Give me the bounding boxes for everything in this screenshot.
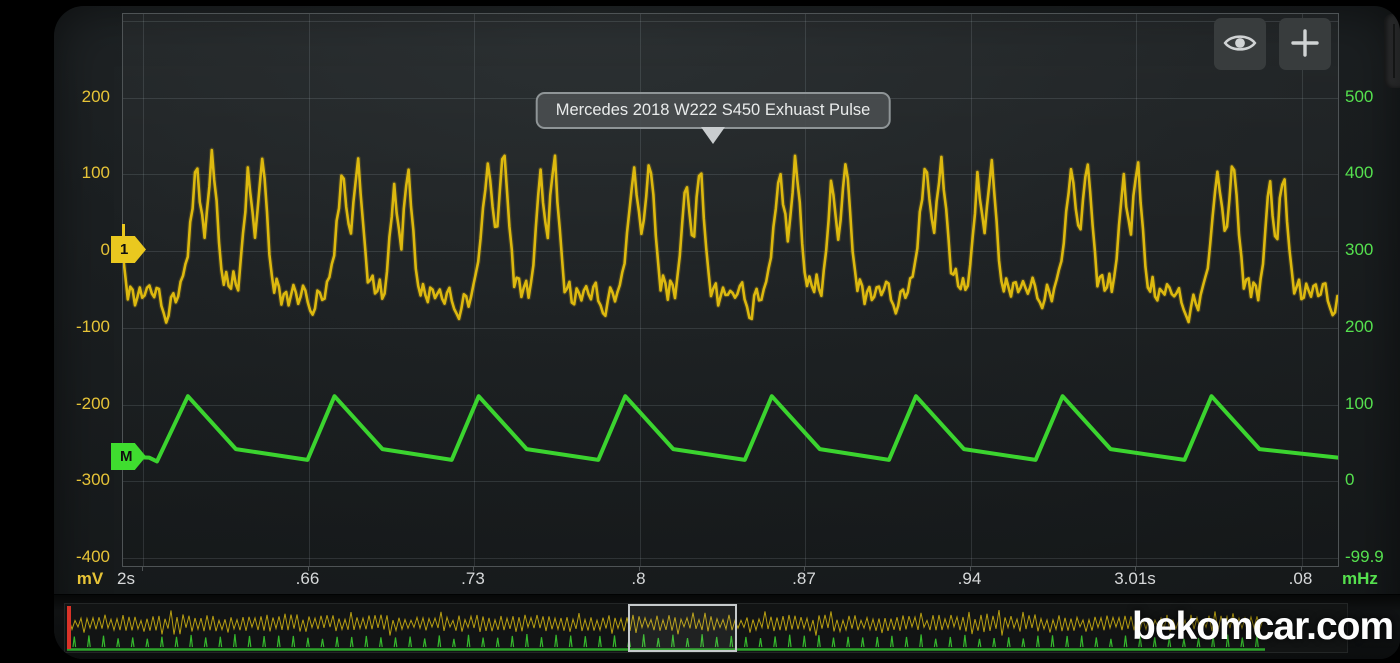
right-axis-tick: 0 bbox=[1345, 470, 1355, 490]
time-axis-tickmark bbox=[804, 566, 805, 571]
time-axis-tick: .73 bbox=[461, 569, 485, 588]
time-axis-tickmark bbox=[307, 566, 309, 571]
vertical-gridline bbox=[474, 14, 475, 566]
time-axis-tick: .87 bbox=[792, 569, 816, 588]
left-axis-tick: 0 bbox=[100, 240, 110, 260]
right-axis-tick: 200 bbox=[1345, 316, 1374, 336]
minimap-trigger-bar bbox=[67, 606, 71, 649]
channel-1-marker-label: 1 bbox=[120, 241, 129, 258]
horizontal-gridline bbox=[123, 21, 1338, 22]
time-axis-tickmark bbox=[473, 566, 474, 571]
tooltip-text: Mercedes 2018 W222 S450 Exhuast Pulse bbox=[555, 101, 871, 119]
horizontal-gridline bbox=[123, 404, 1338, 406]
time-axis-tickmark bbox=[969, 566, 971, 571]
app-screen: 1 M 200 100 0 -100 -200 -300 -400 500 400 300 200… bbox=[54, 6, 1400, 659]
visibility-button[interactable] bbox=[1214, 18, 1266, 70]
vertical-gridline bbox=[308, 14, 310, 566]
time-axis-tick: 3.01s bbox=[1114, 569, 1156, 588]
left-axis-tick: -400 bbox=[75, 546, 110, 566]
add-button[interactable] bbox=[1279, 18, 1331, 70]
time-axis-tick: 2s bbox=[117, 569, 135, 588]
vertical-gridline bbox=[143, 14, 144, 566]
left-axis-tick: -200 bbox=[75, 393, 110, 413]
plus-icon bbox=[1289, 27, 1321, 62]
left-axis-tick: -300 bbox=[75, 470, 110, 490]
vertical-gridline bbox=[1136, 14, 1137, 566]
channel-m-marker-label: M bbox=[120, 448, 133, 465]
vertical-gridline bbox=[805, 14, 806, 566]
time-axis-tick: .66 bbox=[295, 569, 320, 588]
tooltip-pointer-icon bbox=[701, 127, 725, 144]
waveform-canvas bbox=[123, 147, 1338, 464]
minimap-scrubber[interactable] bbox=[64, 603, 1348, 653]
left-axis-tick: -100 bbox=[75, 316, 110, 336]
vertical-gridline bbox=[639, 14, 641, 566]
horizontal-gridline bbox=[123, 327, 1338, 329]
minimap-waveform bbox=[67, 610, 1265, 651]
watermark-text: bekomcar.com bbox=[1132, 605, 1394, 648]
time-axis-tickmark bbox=[1135, 566, 1136, 571]
eye-icon bbox=[1223, 31, 1257, 58]
trigger-level-tick[interactable] bbox=[122, 224, 125, 236]
right-axis-tick: 100 bbox=[1345, 393, 1374, 413]
left-axis-tick: 200 bbox=[81, 86, 110, 106]
right-axis-unit: mHz bbox=[1342, 569, 1378, 588]
vertical-gridline bbox=[970, 14, 972, 566]
time-axis-tickmark bbox=[1300, 566, 1302, 571]
time-axis-tickmark bbox=[142, 566, 143, 571]
minimap-view-window[interactable] bbox=[628, 604, 737, 652]
horizontal-gridline bbox=[123, 481, 1338, 483]
horizontal-gridline bbox=[123, 557, 1338, 559]
time-axis-tick: .94 bbox=[957, 569, 982, 588]
right-axis-tick: 400 bbox=[1345, 163, 1374, 183]
right-axis-tick: 300 bbox=[1345, 240, 1374, 260]
left-axis-tick: 100 bbox=[81, 163, 110, 183]
device-bezel-button bbox=[1384, 14, 1400, 88]
time-axis-tick: .08 bbox=[1288, 569, 1313, 588]
horizontal-gridline bbox=[123, 174, 1338, 176]
vertical-gridline bbox=[1301, 14, 1303, 566]
time-axis-tickmark bbox=[638, 566, 640, 571]
right-axis-tick: -99.9 bbox=[1345, 546, 1384, 566]
time-axis-tick: .8 bbox=[631, 569, 646, 588]
left-axis-unit: mV bbox=[76, 569, 104, 588]
waveform-label-tooltip: Mercedes 2018 W222 S450 Exhuast Pulse bbox=[535, 92, 891, 129]
right-axis-tick: 500 bbox=[1345, 86, 1374, 106]
horizontal-gridline bbox=[123, 251, 1338, 253]
